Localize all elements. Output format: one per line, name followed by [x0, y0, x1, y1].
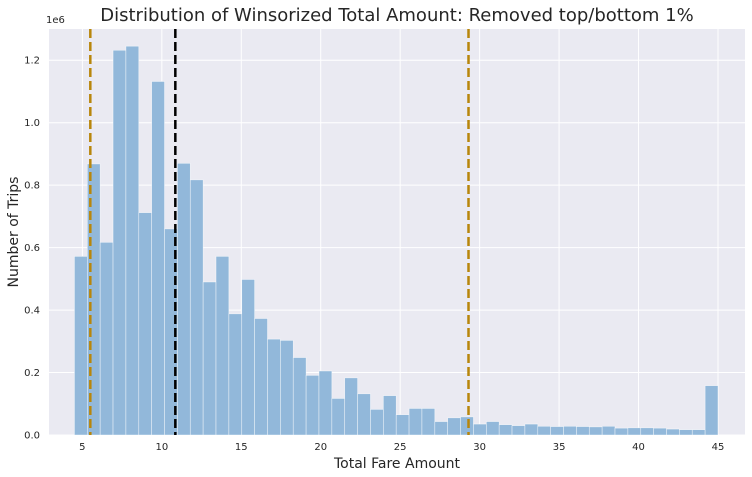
histogram-bar	[305, 375, 320, 436]
histogram-bar	[627, 427, 642, 436]
x-tick-label: 5	[79, 442, 85, 453]
histogram-bar	[241, 279, 255, 436]
histogram-bar	[511, 425, 526, 436]
histogram-bar	[395, 414, 410, 436]
histogram-bar	[498, 424, 513, 436]
histogram-bar	[99, 242, 114, 436]
histogram-bar	[177, 162, 191, 436]
x-axis-label: Total Fare Amount	[333, 456, 461, 472]
histogram-bar	[691, 429, 706, 436]
histogram-bar	[640, 427, 654, 436]
histogram-bar	[228, 313, 243, 436]
histogram-bar	[202, 281, 217, 436]
histogram-bar	[74, 256, 88, 436]
histogram-bar	[447, 417, 461, 436]
histogram-bar	[588, 426, 603, 436]
histogram-bar	[318, 370, 333, 436]
histogram-bar	[189, 179, 204, 436]
reference-lines	[89, 29, 470, 435]
histogram-bar	[138, 212, 152, 436]
histogram-bar	[292, 357, 307, 436]
histogram-bar	[215, 256, 230, 436]
y-tick-label: 0.4	[24, 306, 40, 317]
histogram-bar	[666, 428, 680, 436]
histogram-bar	[331, 398, 346, 436]
histogram-bar	[653, 427, 667, 436]
histogram-bar	[550, 426, 564, 436]
y-tick-label: 0.6	[24, 243, 40, 254]
histogram-bar	[576, 426, 590, 436]
x-tick-label: 25	[394, 442, 407, 453]
y-axis-label: Number of Trips	[6, 177, 22, 288]
x-tick-label: 45	[712, 442, 725, 453]
y-tick-label: 1.0	[24, 118, 40, 129]
histogram-bar	[601, 425, 616, 436]
histogram-bar	[370, 409, 384, 436]
x-tick-label: 40	[632, 442, 645, 453]
x-tick-label: 35	[553, 442, 566, 453]
histogram-bar	[280, 340, 294, 436]
histogram-bar	[460, 416, 474, 436]
histogram-bar	[357, 393, 371, 436]
histogram-bars	[74, 45, 719, 436]
histogram-bar	[421, 408, 436, 436]
x-tick-label: 10	[155, 442, 168, 453]
histogram-bar	[267, 338, 281, 436]
histogram-bar	[704, 385, 719, 436]
histogram-bar	[112, 49, 127, 436]
y-tick-label: 0.0	[24, 431, 40, 442]
x-axis-ticks: 5 10 15 20 25 30 35 40 45	[79, 442, 724, 453]
y-axis-ticks: 0.0 0.2 0.4 0.6 0.8 1.0 1.2	[24, 56, 40, 442]
histogram-bar	[408, 408, 423, 436]
histogram-bar	[679, 429, 693, 436]
histogram-bar	[151, 81, 165, 436]
histogram-bar	[614, 427, 629, 436]
histogram-bar	[537, 425, 551, 436]
y-offset-label: 1e6	[46, 15, 65, 26]
histogram-bar	[383, 395, 397, 436]
histogram-bar	[524, 423, 539, 436]
histogram-bar	[434, 421, 448, 436]
histogram-bar	[473, 423, 487, 436]
x-tick-label: 20	[314, 442, 327, 453]
y-tick-label: 0.2	[24, 368, 40, 379]
y-tick-label: 0.8	[24, 181, 40, 192]
histogram-bar	[344, 377, 358, 436]
y-tick-label: 1.2	[24, 56, 40, 67]
histogram-bar	[125, 45, 140, 436]
histogram-bar	[254, 318, 268, 436]
x-tick-label: 15	[235, 442, 248, 453]
chart-title: Distribution of Winsorized Total Amount:…	[100, 5, 694, 26]
x-tick-label: 30	[473, 442, 486, 453]
histogram-bar	[486, 421, 500, 436]
histogram-bar	[563, 425, 577, 436]
